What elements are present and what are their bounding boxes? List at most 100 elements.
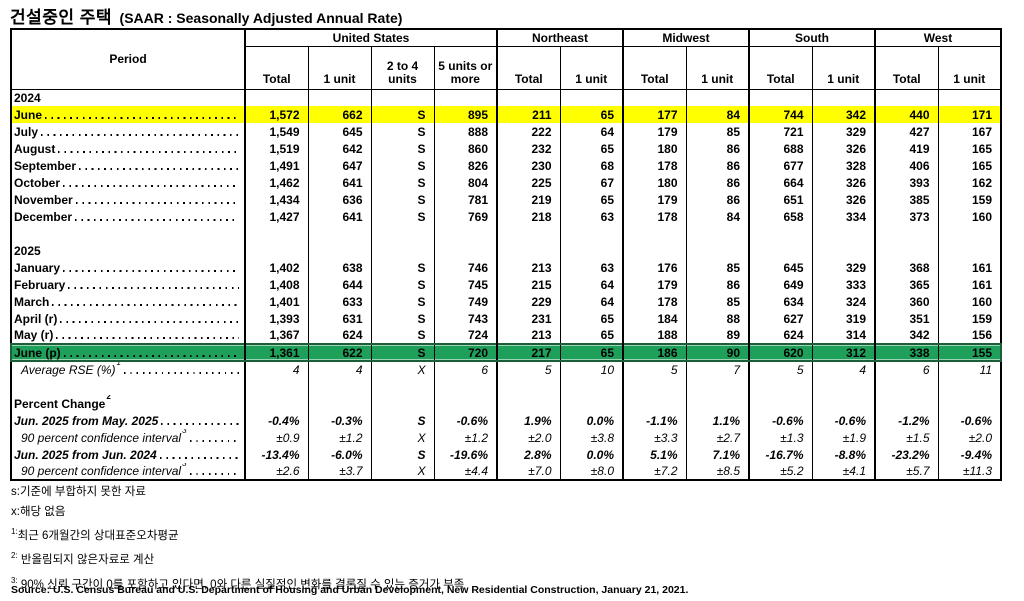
row-label: September — [12, 159, 244, 173]
cell[interactable]: S — [370, 343, 434, 362]
cell[interactable]: 720 — [433, 343, 497, 362]
footnote: 2: 반올림되지 않은자료로 계산 — [11, 548, 464, 568]
cell: S — [370, 140, 434, 157]
cell — [874, 89, 938, 106]
cell — [244, 395, 308, 412]
cell: 804 — [433, 174, 497, 191]
cell — [811, 225, 875, 242]
cell: 1,402 — [244, 259, 308, 276]
cell[interactable]: 620 — [748, 343, 812, 362]
cell — [748, 89, 812, 106]
cell: ±0.9 — [244, 429, 308, 446]
cell — [748, 225, 812, 242]
cell — [496, 89, 560, 106]
cell: 324 — [811, 293, 875, 310]
cell: 180 — [622, 174, 686, 191]
cell: X — [370, 361, 434, 378]
cell: S — [370, 174, 434, 191]
cell: 627 — [748, 310, 812, 327]
cell: 86 — [685, 276, 749, 293]
cell[interactable]: 1,361 — [244, 343, 308, 362]
cell: 86 — [685, 140, 749, 157]
row-label-text: 2024 — [14, 90, 41, 105]
cell: 1,519 — [244, 140, 308, 157]
cell — [685, 89, 749, 106]
cell: 159 — [937, 191, 1001, 208]
cell: 165 — [937, 140, 1001, 157]
cell: 229 — [496, 293, 560, 310]
cell: 184 — [622, 310, 686, 327]
cell — [433, 225, 497, 242]
cell: 744 — [748, 106, 812, 123]
row-label-cell[interactable]: June (p) — [10, 343, 245, 362]
cell: 393 — [874, 174, 938, 191]
cell — [433, 89, 497, 106]
cell: 440 — [874, 106, 938, 123]
row-label-cell: June — [10, 106, 245, 123]
row-label-cell: September — [10, 157, 245, 174]
cell — [496, 242, 560, 259]
cell: 65 — [559, 106, 623, 123]
cell[interactable]: 217 — [496, 343, 560, 362]
cell — [685, 378, 749, 395]
cell: 5.1% — [622, 446, 686, 463]
cell: 2.8% — [496, 446, 560, 463]
row-label-text: Percent Change — [14, 396, 106, 411]
cell: 319 — [811, 310, 875, 327]
cell: 176 — [622, 259, 686, 276]
cell[interactable]: 90 — [685, 343, 749, 362]
cell — [685, 395, 749, 412]
cell: 5 — [622, 361, 686, 378]
cell: 86 — [685, 157, 749, 174]
cell: ±1.3 — [748, 429, 812, 446]
footnote-text: 최근 6개월간의 상대표준오차평균 — [17, 529, 179, 542]
table-row: Average RSE (%) 1 4 4 X 6 5 10 5 7 5 4 6 11 — [10, 361, 1001, 378]
cell[interactable]: 622 — [307, 343, 371, 362]
cell — [622, 225, 686, 242]
cell — [370, 89, 434, 106]
cell: 642 — [307, 140, 371, 157]
cell: 419 — [874, 140, 938, 157]
cell: 677 — [748, 157, 812, 174]
cell: ±8.5 — [685, 463, 749, 480]
cell: 63 — [559, 208, 623, 225]
row-label-text: April (r) — [14, 311, 58, 326]
cell: 1,434 — [244, 191, 308, 208]
row-label: June — [12, 108, 244, 122]
cell: S — [370, 310, 434, 327]
cell: 64 — [559, 293, 623, 310]
cell: -0.4% — [244, 412, 308, 429]
row-label-text: October — [14, 175, 61, 190]
cell: 631 — [307, 310, 371, 327]
cell[interactable]: 186 — [622, 343, 686, 362]
cell[interactable]: 65 — [559, 343, 623, 362]
table-row: June 1,572 662 S 895 211 65 177 84 744 342 440 171 — [10, 106, 1001, 123]
row-label-cell: May (r) — [10, 327, 245, 344]
row-label: April (r) — [12, 312, 244, 326]
cell — [244, 225, 308, 242]
row-label: 2024 — [12, 91, 244, 105]
cell[interactable]: 338 — [874, 343, 938, 362]
cell[interactable]: 312 — [811, 343, 875, 362]
cell: S — [370, 446, 434, 463]
cell: 65 — [559, 327, 623, 344]
footnotes: s:기준에 부합하지 못한 자료 x:해당 없음 1:최근 6개월간의 상대표준… — [11, 485, 464, 597]
column-subheader: Total — [748, 46, 812, 90]
cell: ±11.3 — [937, 463, 1001, 480]
cell: 213 — [496, 259, 560, 276]
cell: -16.7% — [748, 446, 812, 463]
dot-leader — [189, 439, 239, 442]
cell: 351 — [874, 310, 938, 327]
row-label: 2025 — [12, 244, 244, 258]
cell[interactable]: 155 — [937, 343, 1002, 362]
cell — [811, 89, 875, 106]
cell — [811, 395, 875, 412]
column-header-period: Period — [10, 29, 245, 90]
cell: 365 — [874, 276, 938, 293]
cell: 179 — [622, 191, 686, 208]
column-group-header: United States — [244, 29, 497, 47]
cell: 634 — [748, 293, 812, 310]
cell: 171 — [937, 106, 1001, 123]
footnote: x:해당 없음 — [11, 505, 464, 520]
cell: 658 — [748, 208, 812, 225]
